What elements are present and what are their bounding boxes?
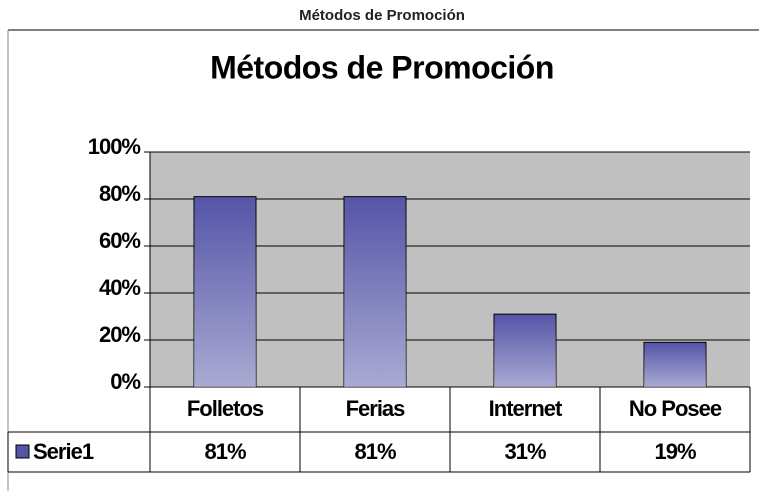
y-tick-label: 80% bbox=[99, 181, 140, 206]
y-tick-label: 40% bbox=[99, 275, 140, 300]
bar-shade bbox=[494, 314, 556, 387]
chart-title: Métodos de Promoción bbox=[210, 49, 554, 85]
x-tick-label: No Posee bbox=[629, 396, 722, 421]
x-tick-label: Internet bbox=[489, 396, 563, 421]
x-tick-label: Ferias bbox=[346, 396, 406, 421]
x-tick-label: Folletos bbox=[187, 396, 264, 421]
y-tick-label: 0% bbox=[110, 369, 140, 394]
bar-shade bbox=[344, 196, 406, 387]
y-tick-label: 60% bbox=[99, 228, 140, 253]
value-label: 19% bbox=[654, 439, 695, 464]
bar-shade bbox=[644, 342, 706, 387]
value-label: 81% bbox=[354, 439, 395, 464]
caption: Métodos de Promoción bbox=[299, 7, 465, 24]
value-label: 31% bbox=[504, 439, 545, 464]
y-tick-label: 100% bbox=[88, 134, 141, 159]
legend-label: Serie1 bbox=[33, 439, 94, 464]
value-label: 81% bbox=[204, 439, 245, 464]
y-tick-label: 20% bbox=[99, 322, 140, 347]
bar-shade bbox=[194, 196, 256, 387]
legend-swatch bbox=[15, 444, 30, 459]
